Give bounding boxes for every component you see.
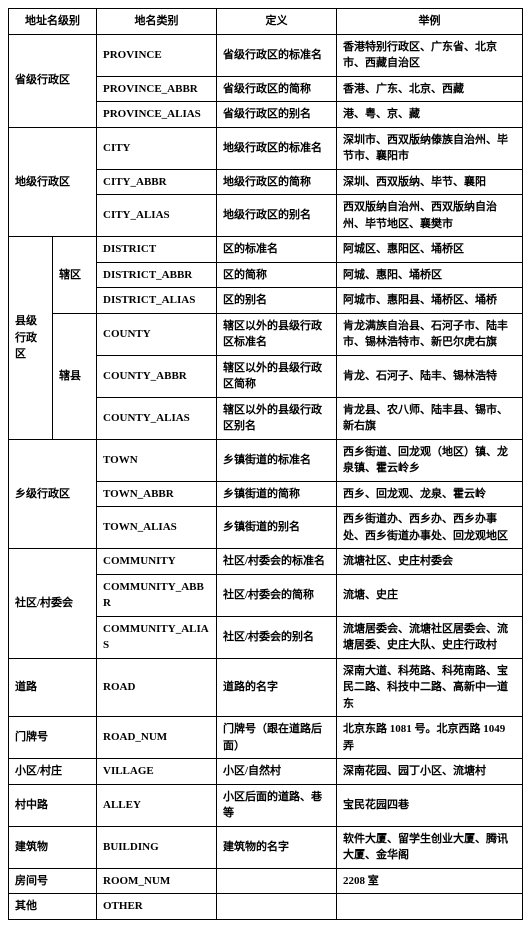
ex-county-alias: 肯龙县、农八师、陆丰县、锡市、新右旗 [337,397,523,439]
ex-district: 阿城区、惠阳区、埇桥区 [337,237,523,263]
def-roadnum: 门牌号（跟在道路后面） [217,717,337,759]
header-level: 地址名级别 [9,9,97,35]
ex-roomnum: 2208 室 [337,868,523,894]
level-city: 地级行政区 [9,127,97,237]
ex-town: 西乡街道、回龙观（地区）镇、龙泉镇、霍云岭乡 [337,439,523,481]
level-county: 县级行政区 [9,237,53,440]
tag-county: COUNTY [97,313,217,355]
tag-city-abbr: CITY_ABBR [97,169,217,195]
def-city-abbr: 地级行政区的简称 [217,169,337,195]
def-county-abbr: 辖区以外的县级行政区简称 [217,355,337,397]
level-other: 其他 [9,894,97,920]
ex-city: 深圳市、西双版纳傣族自治州、毕节市、襄阳市 [337,127,523,169]
ex-city-alias: 西双版纳自治州、西双版纳自治州、毕节地区、襄樊市 [337,195,523,237]
def-district-alias: 区的别名 [217,288,337,314]
ex-county: 肯龙满族自治县、石河子市、陆丰市、锡林浩特市、新巴尔虎右旗 [337,313,523,355]
ex-county-abbr: 肯龙、石河子、陆丰、锡林浩特 [337,355,523,397]
tag-alley: ALLEY [97,784,217,826]
header-example: 举例 [337,9,523,35]
def-city-alias: 地级行政区的别名 [217,195,337,237]
def-other [217,894,337,920]
tag-other: OTHER [97,894,217,920]
def-county-alias: 辖区以外的县级行政区别名 [217,397,337,439]
tag-province-alias: PROVINCE_ALIAS [97,102,217,128]
tag-town: TOWN [97,439,217,481]
def-province-alias: 省级行政区的别名 [217,102,337,128]
def-town-alias: 乡镇街道的别名 [217,507,337,549]
def-road: 道路的名字 [217,658,337,717]
def-community-alias: 社区/村委会的别名 [217,616,337,658]
level-roadnum: 门牌号 [9,717,97,759]
tag-province-abbr: PROVINCE_ABBR [97,76,217,102]
def-district-abbr: 区的简称 [217,262,337,288]
tag-roomnum: ROOM_NUM [97,868,217,894]
tag-community: COMMUNITY [97,549,217,575]
tag-province: PROVINCE [97,34,217,76]
ex-roadnum: 北京东路 1081 号。北京西路 1049 弄 [337,717,523,759]
tag-community-abbr: COMMUNITY_ABBR [97,574,217,616]
level-village: 小区/村庄 [9,759,97,785]
tag-town-abbr: TOWN_ABBR [97,481,217,507]
ex-province-abbr: 香港、广东、北京、西藏 [337,76,523,102]
header-def: 定义 [217,9,337,35]
sub-county: 辖县 [53,313,97,439]
def-county: 辖区以外的县级行政区标准名 [217,313,337,355]
def-roomnum [217,868,337,894]
tag-district: DISTRICT [97,237,217,263]
ex-alley: 宝民花园四巷 [337,784,523,826]
def-town-abbr: 乡镇街道的简称 [217,481,337,507]
sub-district: 辖区 [53,237,97,314]
address-level-table: 地址名级别 地名类别 定义 举例 省级行政区 PROVINCE 省级行政区的标准… [8,8,523,920]
ex-city-abbr: 深圳、西双版纳、毕节、襄阳 [337,169,523,195]
level-alley: 村中路 [9,784,97,826]
tag-city-alias: CITY_ALIAS [97,195,217,237]
def-district: 区的标准名 [217,237,337,263]
def-town: 乡镇街道的标准名 [217,439,337,481]
level-town: 乡级行政区 [9,439,97,549]
ex-town-alias: 西乡街道办、西乡办、西乡办事处、西乡街道办事处、回龙观地区 [337,507,523,549]
def-alley: 小区后面的道路、巷等 [217,784,337,826]
tag-town-alias: TOWN_ALIAS [97,507,217,549]
tag-building: BUILDING [97,826,217,868]
ex-community-alias: 流塘居委会、流塘社区居委会、流塘居委、史庄大队、史庄行政村 [337,616,523,658]
tag-county-abbr: COUNTY_ABBR [97,355,217,397]
level-province: 省级行政区 [9,34,97,127]
def-province: 省级行政区的标准名 [217,34,337,76]
ex-district-abbr: 阿城、惠阳、埇桥区 [337,262,523,288]
def-province-abbr: 省级行政区的简称 [217,76,337,102]
ex-town-abbr: 西乡、回龙观、龙泉、霍云岭 [337,481,523,507]
ex-village: 深南花园、园丁小区、流塘村 [337,759,523,785]
tag-district-alias: DISTRICT_ALIAS [97,288,217,314]
tag-road: ROAD [97,658,217,717]
def-community-abbr: 社区/村委会的简称 [217,574,337,616]
header-category: 地名类别 [97,9,217,35]
tag-county-alias: COUNTY_ALIAS [97,397,217,439]
tag-district-abbr: DISTRICT_ABBR [97,262,217,288]
tag-city: CITY [97,127,217,169]
ex-road: 深南大道、科苑路、科苑南路、宝民二路、科技中二路、高新中一道东 [337,658,523,717]
ex-other [337,894,523,920]
ex-province-alias: 港、粤、京、藏 [337,102,523,128]
tag-roadnum: ROAD_NUM [97,717,217,759]
tag-community-alias: COMMUNITY_ALIAS [97,616,217,658]
ex-community: 流塘社区、史庄村委会 [337,549,523,575]
level-building: 建筑物 [9,826,97,868]
level-road: 道路 [9,658,97,717]
ex-district-alias: 阿城市、惠阳县、埇桥区、埇桥 [337,288,523,314]
ex-community-abbr: 流塘、史庄 [337,574,523,616]
ex-building: 软件大厦、留学生创业大厦、腾讯大厦、金华阁 [337,826,523,868]
tag-village: VILLAGE [97,759,217,785]
ex-province: 香港特别行政区、广东省、北京市、西藏自治区 [337,34,523,76]
def-community: 社区/村委会的标准名 [217,549,337,575]
def-city: 地级行政区的标准名 [217,127,337,169]
level-community: 社区/村委会 [9,549,97,659]
def-building: 建筑物的名字 [217,826,337,868]
level-roomnum: 房间号 [9,868,97,894]
def-village: 小区/自然村 [217,759,337,785]
